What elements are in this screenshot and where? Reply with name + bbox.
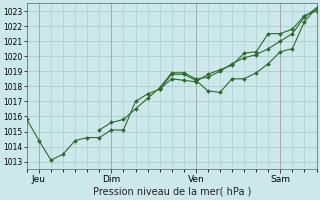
X-axis label: Pression niveau de la mer( hPa ): Pression niveau de la mer( hPa ) — [92, 187, 251, 197]
